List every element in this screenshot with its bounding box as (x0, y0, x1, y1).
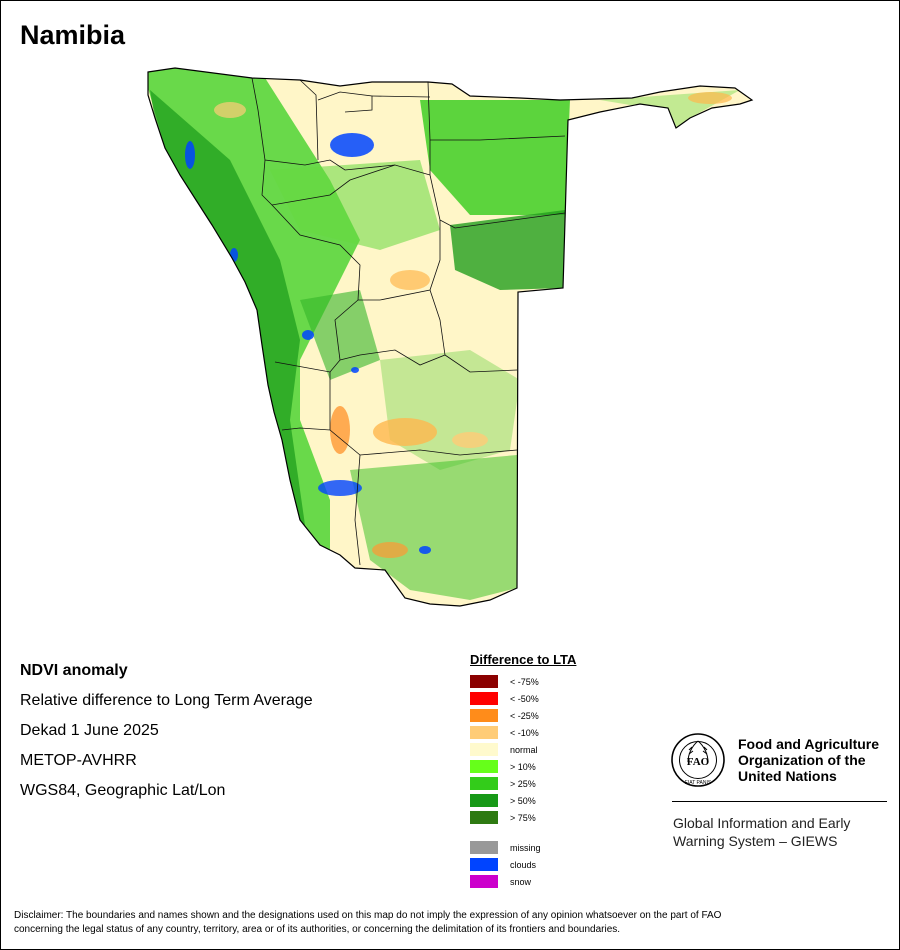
legend-label: > 25% (510, 778, 536, 789)
legend-label: < -10% (510, 727, 539, 738)
info-projection: WGS84, Geographic Lat/Lon (20, 782, 226, 799)
giews-line-2: Warning System – GIEWS (673, 833, 838, 849)
giews-name: Global Information and Early Warning Sys… (673, 814, 888, 850)
legend-item: clouds (470, 856, 650, 873)
map-info: NDVI anomaly Relative difference to Long… (20, 656, 313, 806)
legend-label: > 50% (510, 795, 536, 806)
info-product: NDVI anomaly (20, 662, 128, 679)
legend-item: snow (470, 873, 650, 890)
legend-item: > 75% (470, 809, 650, 826)
legend-swatch (470, 709, 498, 722)
divider (672, 801, 887, 802)
legend-item: > 50% (470, 792, 650, 809)
country-title: Namibia (20, 20, 126, 50)
info-description: Relative difference to Long Term Average (20, 692, 313, 709)
legend-label: > 10% (510, 761, 536, 772)
fao-name-line-2: Organization of the (738, 752, 866, 768)
info-sensor: METOP-AVHRR (20, 752, 137, 769)
info-period: Dekad 1 June 2025 (20, 722, 159, 739)
legend-label: > 75% (510, 812, 536, 823)
legend-swatch (470, 743, 498, 756)
legend-item: < -25% (470, 707, 650, 724)
legend-swatch (470, 726, 498, 739)
legend-label: < -25% (510, 710, 539, 721)
legend-label: < -50% (510, 693, 539, 704)
legend-label: snow (510, 876, 532, 887)
legend-item: < -50% (470, 690, 650, 707)
legend-label: normal (510, 744, 538, 755)
legend-swatch (470, 841, 498, 854)
giews-line-1: Global Information and Early (673, 815, 851, 831)
legend-swatch (470, 675, 498, 688)
legend-label: missing (510, 842, 541, 853)
legend-swatch (470, 692, 498, 705)
disclaimer-line-1: Disclaimer: The boundaries and names sho… (14, 910, 722, 921)
legend-label: < -75% (510, 676, 539, 687)
legend-label: clouds (510, 859, 537, 870)
legend-item: < -10% (470, 724, 650, 741)
legend-item: > 10% (470, 758, 650, 775)
fao-logo-motto: FIAT PANIS (685, 780, 712, 786)
legend-swatch (470, 875, 498, 888)
disclaimer-line-2: concerning the legal status of any count… (14, 924, 621, 935)
legend-swatch (470, 858, 498, 871)
legend-item: normal (470, 741, 650, 758)
fao-logo-letters: FAO (687, 756, 710, 768)
legend-swatch (470, 777, 498, 790)
legend-swatch (470, 760, 498, 773)
ndvi-anomaly-map (147, 67, 754, 607)
legend-swatch (470, 794, 498, 807)
fao-name: Food and Agriculture Organization of the… (738, 736, 898, 784)
legend-item: > 25% (470, 775, 650, 792)
namibia-outline (147, 67, 754, 607)
fao-name-line-1: Food and Agriculture (738, 736, 880, 752)
legend-title: Difference to LTA (470, 652, 577, 667)
region-boundaries (251, 77, 566, 566)
fao-name-line-3: United Nations (738, 768, 837, 784)
legend-item: missing (470, 839, 650, 856)
legend-item: < -75% (470, 673, 650, 690)
legend: Difference to LTA < -75% < -50% < -25% < -1… (470, 652, 650, 890)
legend-swatch (470, 811, 498, 824)
fao-logo-icon: FAO FIAT PANIS (671, 733, 725, 787)
disclaimer: Disclaimer: The boundaries and names sho… (14, 909, 884, 937)
